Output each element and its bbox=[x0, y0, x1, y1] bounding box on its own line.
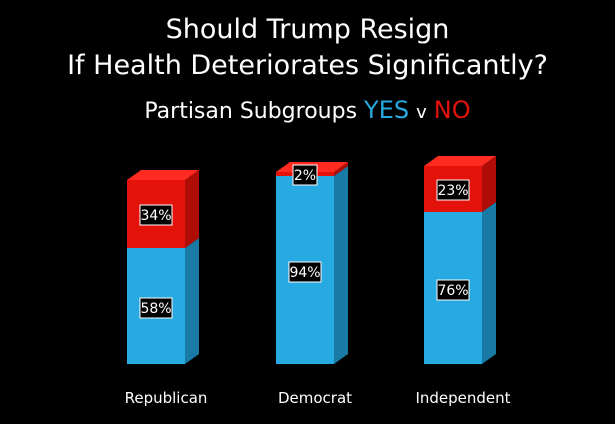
category-label-independent: Independent bbox=[415, 389, 510, 407]
bar-no-independent-top bbox=[424, 156, 496, 166]
chart-title-line-2: If Health Deteriorates Significantly? bbox=[67, 50, 548, 81]
subtitle-no-label: NO bbox=[433, 96, 471, 124]
data-label-no-independent: 23% bbox=[437, 183, 468, 199]
data-label-no-democrat-box bbox=[292, 164, 318, 186]
data-label-yes-republican-box bbox=[139, 297, 173, 319]
bar-no-democrat-side bbox=[334, 162, 348, 176]
data-label-no-democrat: 2% bbox=[294, 168, 316, 184]
category-label-republican: Republican bbox=[125, 389, 208, 407]
bar-no-republican-top bbox=[127, 170, 199, 180]
bar-yes-republican-side bbox=[185, 238, 199, 364]
bar-no-republican-side bbox=[185, 170, 199, 248]
data-label-yes-republican: 58% bbox=[140, 301, 171, 317]
data-label-no-republican-box bbox=[139, 204, 173, 226]
chart-subtitle: Partisan Subgroups YES v NO bbox=[0, 96, 615, 124]
subtitle-prefix: Partisan Subgroups bbox=[144, 99, 358, 124]
data-label-no-republican: 34% bbox=[140, 208, 171, 224]
data-label-yes-independent-box bbox=[436, 279, 470, 301]
data-label-yes-democrat-box bbox=[288, 261, 322, 283]
bar-yes-democrat-side bbox=[334, 166, 348, 364]
category-label-democrat: Democrat bbox=[278, 389, 352, 407]
data-label-yes-democrat: 94% bbox=[289, 265, 320, 281]
bar-no-independent-side bbox=[482, 156, 496, 212]
data-label-no-independent-box bbox=[436, 179, 470, 201]
bar-yes-independent-side bbox=[482, 202, 496, 364]
subtitle-separator: v bbox=[416, 102, 427, 123]
data-label-yes-independent: 76% bbox=[437, 283, 468, 299]
chart-title-line-1: Should Trump Resign bbox=[165, 14, 450, 45]
subtitle-yes-label: YES bbox=[364, 96, 410, 124]
